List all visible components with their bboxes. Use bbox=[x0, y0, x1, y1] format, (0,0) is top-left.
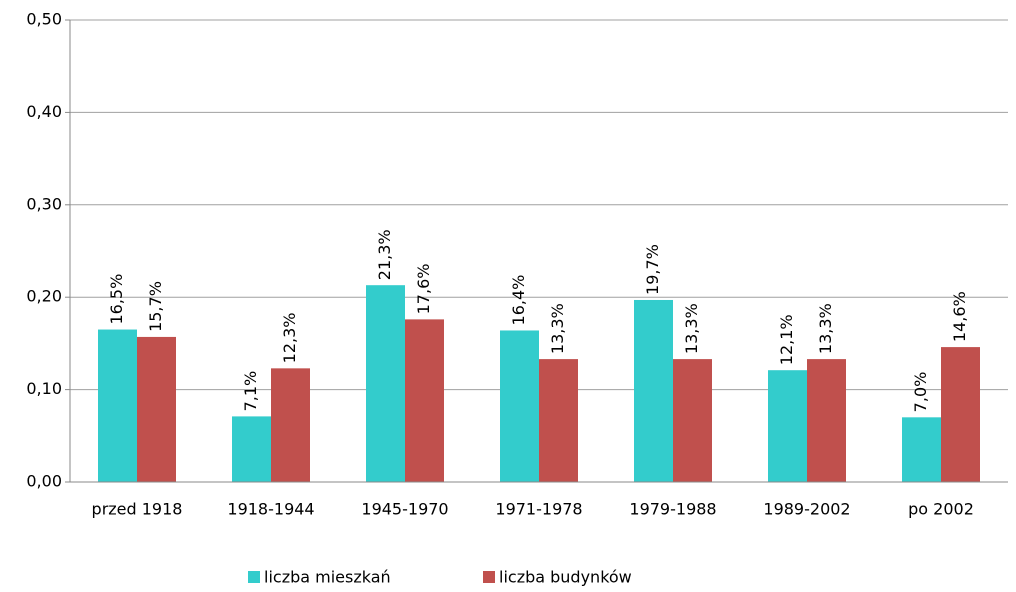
bar bbox=[366, 285, 405, 482]
value-label: 15,7% bbox=[146, 281, 165, 332]
legend-swatch bbox=[248, 571, 260, 583]
legend-label: liczba budynków bbox=[499, 568, 632, 587]
value-label: 13,3% bbox=[548, 303, 567, 354]
y-tick-label: 0,40 bbox=[26, 102, 62, 121]
bar bbox=[768, 370, 807, 482]
legend-swatch bbox=[483, 571, 495, 583]
value-label: 7,1% bbox=[241, 371, 260, 412]
value-label: 13,3% bbox=[682, 303, 701, 354]
x-tick-label: 1979-1988 bbox=[629, 500, 716, 519]
value-label: 14,6% bbox=[950, 291, 969, 342]
value-label: 13,3% bbox=[816, 303, 835, 354]
y-tick-label: 0,00 bbox=[26, 472, 62, 491]
bar bbox=[902, 417, 941, 482]
value-label: 7,0% bbox=[911, 372, 930, 413]
legend-label: liczba mieszkań bbox=[264, 568, 391, 587]
y-tick-label: 0,10 bbox=[26, 379, 62, 398]
x-tick-label: 1918-1944 bbox=[227, 500, 314, 519]
bar bbox=[539, 359, 578, 482]
value-label: 12,3% bbox=[280, 313, 299, 364]
bar bbox=[98, 329, 137, 482]
bar bbox=[137, 336, 176, 482]
bar bbox=[634, 299, 673, 482]
bar bbox=[405, 319, 444, 482]
bar bbox=[807, 359, 846, 482]
y-tick-label: 0,30 bbox=[26, 194, 62, 213]
value-label: 12,1% bbox=[777, 314, 796, 365]
x-tick-label: 1989-2002 bbox=[763, 500, 850, 519]
x-tick-label: 1971-1978 bbox=[495, 500, 582, 519]
bar bbox=[500, 330, 539, 482]
value-label: 17,6% bbox=[414, 264, 433, 315]
x-tick-label: po 2002 bbox=[908, 500, 974, 519]
bar bbox=[673, 359, 712, 482]
bar bbox=[271, 368, 310, 482]
value-label: 16,5% bbox=[107, 274, 126, 325]
value-label: 21,3% bbox=[375, 229, 394, 280]
value-label: 19,7% bbox=[643, 244, 662, 295]
value-label: 16,4% bbox=[509, 275, 528, 326]
bar bbox=[941, 347, 980, 482]
x-tick-label: przed 1918 bbox=[92, 500, 183, 519]
bar bbox=[232, 416, 271, 482]
y-tick-label: 0,20 bbox=[26, 287, 62, 306]
y-tick-label: 0,50 bbox=[26, 10, 62, 29]
x-tick-label: 1945-1970 bbox=[361, 500, 448, 519]
